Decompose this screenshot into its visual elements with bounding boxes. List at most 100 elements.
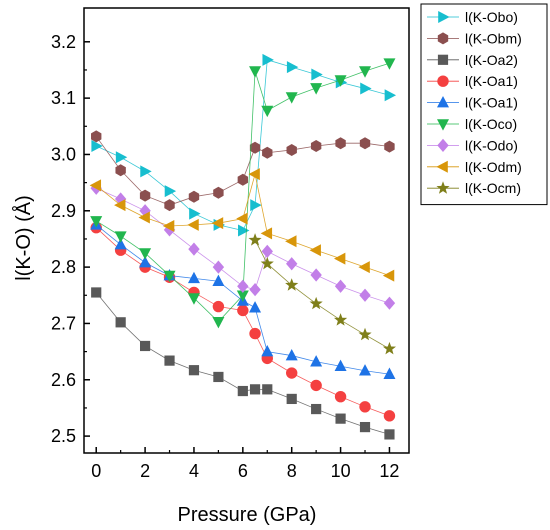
data-point (114, 199, 126, 212)
y-tick-label: 2.5 (51, 426, 76, 446)
data-point (310, 83, 323, 95)
y-tick-label: 3.0 (51, 144, 76, 164)
data-point (358, 327, 372, 341)
x-tick-label: 12 (379, 461, 399, 481)
legend-marker (436, 160, 448, 173)
legend-marker (437, 138, 449, 152)
data-point (359, 364, 372, 376)
data-point (114, 237, 127, 250)
data-point (333, 252, 346, 265)
data-point (334, 313, 348, 326)
x-tick-label: 8 (287, 461, 297, 481)
legend-item: l(K-Obm) (427, 30, 522, 46)
data-point (188, 190, 200, 203)
data-point (115, 151, 128, 164)
data-point (164, 199, 175, 212)
data-point (285, 92, 298, 104)
data-point (359, 421, 371, 433)
data-point (310, 140, 322, 153)
series-0 (91, 53, 397, 237)
data-point (359, 401, 371, 413)
data-point (248, 168, 260, 181)
legend-marker (437, 96, 449, 108)
legend-item: l(K-Odm) (427, 159, 522, 175)
series-8 (248, 233, 397, 355)
data-point (212, 300, 225, 313)
series-1 (91, 130, 395, 212)
legend-item: l(K-Odo) (427, 137, 518, 153)
legend-label: l(K-Obm) (465, 30, 522, 46)
data-point (188, 242, 200, 256)
data-point (236, 290, 249, 302)
data-point (285, 235, 297, 248)
data-point (162, 219, 175, 232)
data-point (310, 355, 323, 367)
legend-label: l(K-Oa1) (465, 95, 518, 111)
plot-frame (83, 7, 410, 454)
data-point (139, 189, 151, 202)
series-6 (90, 181, 396, 310)
series-2 (91, 287, 395, 440)
x-tick-label: 6 (238, 461, 248, 481)
data-point (115, 164, 126, 177)
x-tick-label: 2 (140, 461, 150, 481)
legend-label: l(K-Oa2) (465, 52, 518, 68)
data-point (335, 137, 346, 150)
data-point (261, 105, 274, 118)
data-point (359, 137, 371, 150)
data-point (311, 403, 322, 415)
data-point (91, 140, 103, 153)
data-point (187, 293, 200, 305)
data-point (249, 327, 261, 340)
legend-marker (437, 54, 449, 65)
legend-marker (437, 119, 449, 131)
data-point (335, 413, 346, 424)
x-tick-label: 0 (91, 461, 101, 481)
data-point (286, 61, 299, 74)
data-point (382, 341, 397, 355)
y-tick-label: 2.7 (51, 313, 76, 333)
data-point (91, 287, 102, 298)
data-point (286, 367, 298, 379)
legend-label: l(K-Odm) (465, 159, 522, 175)
legend-item: l(K-Obo) (427, 9, 518, 25)
data-point (262, 384, 273, 395)
data-point (262, 53, 274, 66)
data-point (187, 271, 200, 284)
y-tick-label: 2.6 (51, 370, 76, 390)
data-point (250, 199, 262, 212)
data-point (285, 278, 299, 291)
data-point (359, 66, 372, 78)
data-point (249, 283, 261, 297)
data-point (91, 130, 102, 143)
data-point (211, 217, 224, 230)
data-point (334, 279, 347, 293)
data-point (384, 429, 395, 440)
data-point (260, 227, 273, 240)
legend-item: l(K-Oa2) (427, 52, 518, 68)
x-tick-label: 4 (189, 461, 199, 481)
data-point (286, 393, 297, 405)
legend-item: l(K-Oa1) (427, 73, 518, 89)
data-point (384, 140, 395, 153)
data-point (360, 82, 372, 95)
data-point (237, 385, 248, 397)
legend-marker (436, 181, 450, 194)
axes-layer: 0 2 4 6 8 10 12 2.5 2.6 2.7 2.8 2.9 3.0 3.1 3.2 (51, 7, 410, 481)
data-point (139, 340, 151, 352)
data-point (189, 207, 201, 220)
data-point (249, 301, 262, 313)
y-axis-title: l(K-O) (Å) (12, 195, 35, 281)
data-point (164, 355, 175, 366)
data-point (237, 304, 249, 317)
data-point (249, 384, 261, 395)
legend-label: l(K-Oa1) (465, 73, 518, 89)
series-5 (90, 58, 396, 329)
data-point (334, 390, 347, 403)
legend-marker (438, 11, 450, 23)
data-point (334, 75, 347, 87)
y-tick-label: 2.8 (51, 257, 76, 277)
data-point (311, 68, 323, 81)
data-point (286, 143, 297, 156)
